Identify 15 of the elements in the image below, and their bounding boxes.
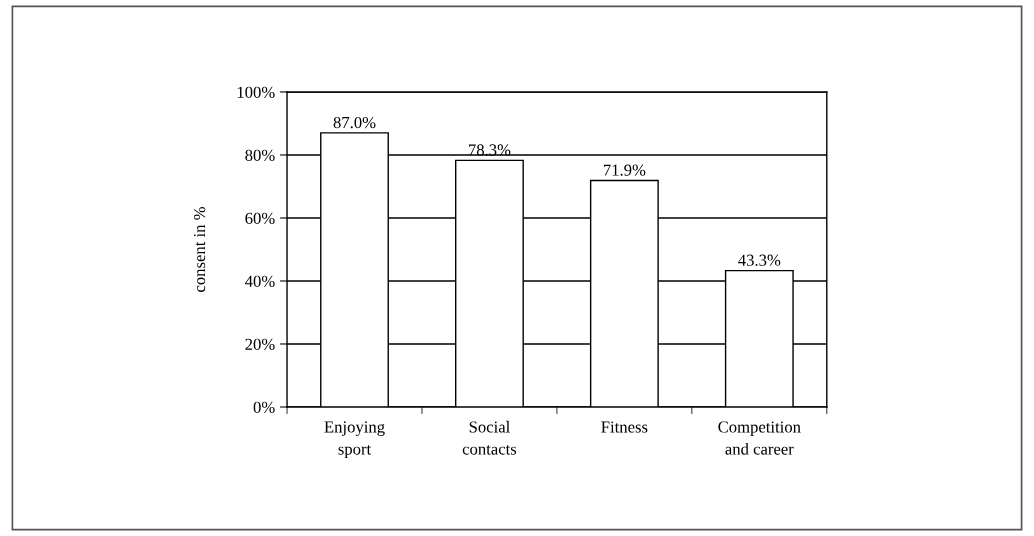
data-label: 71.9% — [603, 164, 646, 176]
y-tick-label: 0% — [253, 401, 275, 413]
y-tick-label: 60% — [245, 212, 275, 224]
y-tick-label: 40% — [245, 275, 275, 287]
y-tick-label: 20% — [245, 338, 275, 350]
y-tick-label: 100% — [237, 86, 275, 98]
y-tick-label: 80% — [245, 149, 275, 161]
data-label: 43.3% — [738, 254, 781, 266]
x-tick-label: Enjoying sport — [324, 421, 385, 459]
x-tick-label: Social contacts — [462, 420, 517, 455]
data-label: 78.3% — [469, 144, 511, 156]
y-axis-title: consent in % — [193, 207, 206, 292]
x-tick-label: Competition and career — [718, 421, 801, 455]
x-tick-label: Fitness — [601, 421, 648, 433]
data-label: 87.0% — [333, 116, 376, 129]
